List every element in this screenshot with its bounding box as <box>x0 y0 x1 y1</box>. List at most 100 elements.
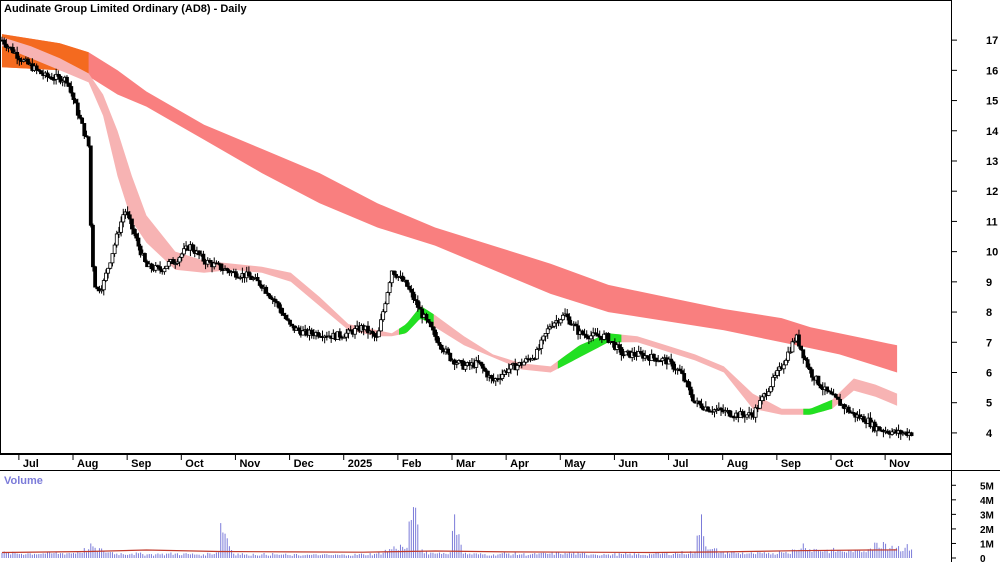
candle-body <box>792 340 797 343</box>
candle-body <box>803 357 808 361</box>
candle-body <box>749 412 754 416</box>
candle-body <box>54 73 59 80</box>
candle-body <box>45 72 50 78</box>
candle-body <box>567 316 572 325</box>
candle-body <box>669 358 674 363</box>
candle-body <box>166 261 171 267</box>
candle-body <box>405 279 409 287</box>
candle-body <box>383 303 388 313</box>
time-tick-label: Dec <box>294 458 314 470</box>
candle-body <box>437 342 442 346</box>
candle-body <box>580 330 585 335</box>
candle-body <box>638 351 643 354</box>
candle-body <box>885 430 890 434</box>
candle-body <box>558 319 563 324</box>
candle-body <box>264 286 269 294</box>
candle-body <box>285 318 290 321</box>
candle-body <box>773 375 778 378</box>
candle-body <box>346 329 351 334</box>
time-tick-label: Apr <box>510 458 530 470</box>
candle-body <box>790 341 795 353</box>
candle-body <box>387 282 392 293</box>
candle-body <box>125 211 130 216</box>
candle-body <box>413 299 418 302</box>
candle-body <box>433 329 438 337</box>
candle-body <box>218 263 223 270</box>
candle-body <box>296 327 301 331</box>
candle-body <box>277 302 282 309</box>
volume-title: Volume <box>4 475 43 487</box>
candle-body <box>541 335 546 341</box>
candle-body <box>257 280 262 286</box>
candle-body <box>127 214 132 220</box>
candle-body <box>697 400 702 405</box>
time-axis-ticks: Jul Aug Sep Oct Nov Dec 2025 Feb Mar Apr May Jun Jul… <box>18 454 911 470</box>
time-tick-label: Jun <box>618 458 638 470</box>
candle-body <box>474 360 479 368</box>
candle-body <box>483 367 487 372</box>
candle-body <box>121 214 126 223</box>
candle-body <box>550 325 554 328</box>
candle-body <box>654 357 658 362</box>
candle-body <box>88 145 93 226</box>
candle-body <box>370 330 375 334</box>
candle-body <box>807 366 812 371</box>
candle-body <box>825 386 830 392</box>
candle-body <box>143 253 147 262</box>
candle-body <box>632 351 637 356</box>
candle-body <box>266 293 271 297</box>
volume-tick-label: 5M <box>980 481 994 492</box>
candle-body <box>415 300 420 308</box>
candle-body <box>212 262 217 268</box>
candle-body <box>233 271 238 278</box>
candle-body <box>775 370 780 376</box>
candle-body <box>489 375 494 379</box>
candle-body <box>201 253 206 262</box>
candle-body <box>548 326 552 330</box>
price-tick-label: 12 <box>986 186 998 198</box>
candle-body <box>381 311 386 321</box>
candle-body <box>138 245 143 256</box>
candle-body <box>595 333 600 337</box>
candle-body <box>75 102 80 116</box>
price-tick-label: 6 <box>986 367 992 379</box>
candle-body <box>78 114 82 119</box>
candle-body <box>108 262 113 269</box>
volume-tick-label: 2M <box>980 525 994 536</box>
candle-body <box>238 276 243 279</box>
short-ma-band-up <box>803 399 833 415</box>
candle-body <box>446 348 451 354</box>
candle-body <box>392 270 396 275</box>
candle-body <box>366 325 370 334</box>
candle-body <box>727 410 732 417</box>
candle-body <box>182 248 186 255</box>
candle-body <box>786 351 791 361</box>
candle-body <box>740 411 745 416</box>
candle-body <box>101 280 106 291</box>
candle-body <box>344 332 349 338</box>
candle-body <box>175 261 180 264</box>
volume-bars <box>1 507 913 558</box>
long-ma-band-area <box>2 34 898 373</box>
candle-body <box>781 364 786 370</box>
time-tick-label: Sep <box>131 458 151 470</box>
candle-body <box>810 369 814 378</box>
candle-body <box>52 78 56 81</box>
time-tick-label: Nov <box>239 458 261 470</box>
candle-body <box>543 333 548 337</box>
candle-body <box>680 370 684 374</box>
candle-body <box>15 51 20 59</box>
time-tick-label: 2025 <box>348 458 372 470</box>
candle-body <box>842 404 847 410</box>
candle-body <box>36 69 41 72</box>
candle-body <box>149 263 154 270</box>
time-tick-label: Feb <box>402 458 422 470</box>
candle-body <box>799 345 804 351</box>
candle-body <box>719 407 723 411</box>
candle-body <box>500 374 505 379</box>
candle-body <box>84 135 89 138</box>
candle-body <box>104 272 108 281</box>
candle-body <box>784 359 788 366</box>
candle-body <box>225 268 230 272</box>
